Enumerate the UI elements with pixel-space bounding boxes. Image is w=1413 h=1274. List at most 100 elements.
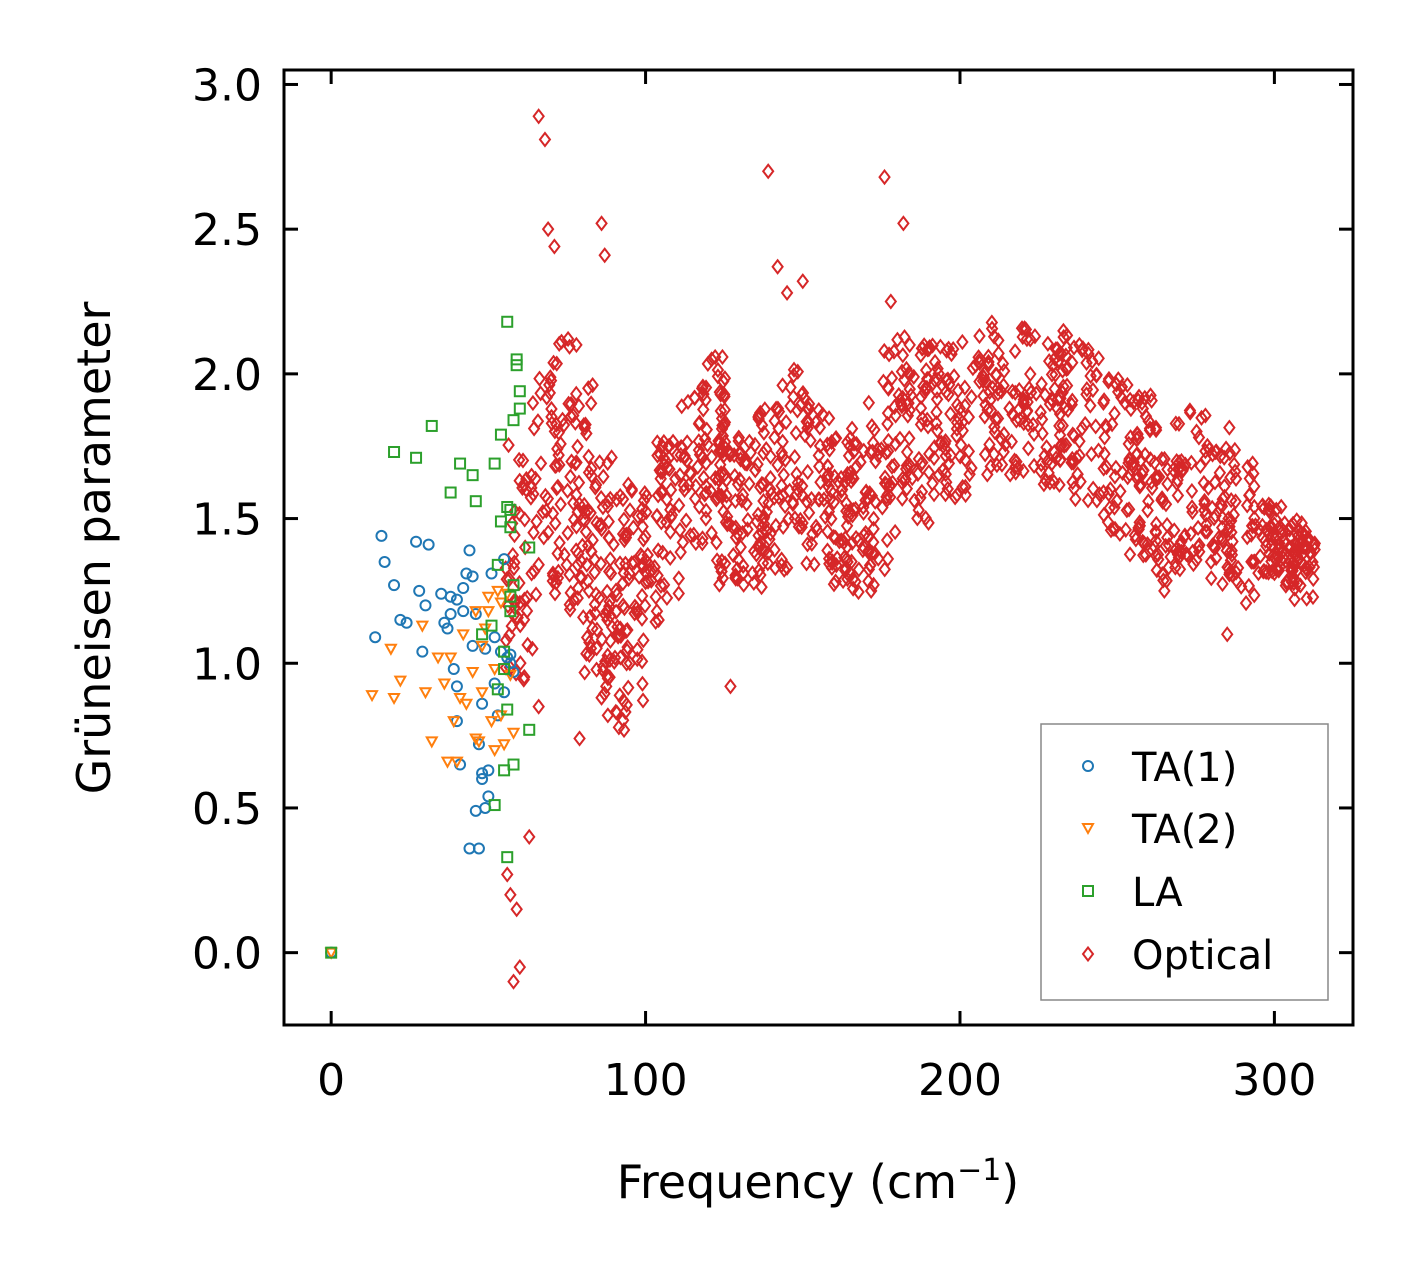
optical-band-point bbox=[782, 510, 795, 527]
optical-band-point bbox=[896, 389, 909, 407]
optical-band-point bbox=[696, 449, 709, 466]
optical-band-point bbox=[1222, 510, 1235, 527]
optical-band-point bbox=[950, 427, 963, 444]
optical-band-point bbox=[562, 395, 575, 412]
optical-point bbox=[695, 380, 709, 397]
optical-band-point bbox=[795, 519, 808, 536]
optical-band-point bbox=[1217, 449, 1231, 466]
optical-band-point bbox=[1034, 404, 1047, 421]
la-point bbox=[507, 579, 520, 592]
optical-band-point bbox=[996, 355, 1010, 372]
optical-point bbox=[507, 973, 520, 990]
optical-band-point bbox=[512, 451, 526, 469]
la-point bbox=[501, 703, 514, 716]
optical-band-point bbox=[813, 419, 827, 436]
optical-band-point bbox=[1027, 425, 1041, 443]
optical-point bbox=[991, 380, 1004, 397]
optical-band-point bbox=[1252, 565, 1265, 582]
optical-band-point bbox=[792, 518, 806, 535]
optical-band-point bbox=[693, 414, 706, 431]
optical-band-point bbox=[903, 381, 916, 398]
optical-band-point bbox=[814, 474, 827, 491]
ta1-point bbox=[444, 608, 457, 621]
optical-band-point bbox=[655, 485, 669, 502]
optical-band-point bbox=[1306, 553, 1319, 571]
optical-band-point bbox=[982, 353, 995, 371]
optical-band-point bbox=[1246, 455, 1259, 472]
optical-band-point bbox=[1197, 474, 1211, 492]
ta2-point bbox=[481, 591, 496, 604]
optical-band-point bbox=[821, 523, 834, 540]
optical-band-point bbox=[768, 412, 781, 430]
optical-band-point bbox=[595, 520, 608, 538]
optical-band-point bbox=[1158, 450, 1171, 468]
ta1-point bbox=[450, 593, 463, 606]
optical-band-point bbox=[617, 721, 631, 739]
optical-band-point bbox=[652, 611, 665, 629]
optical-band-point bbox=[627, 554, 641, 571]
optical-band-point bbox=[1200, 523, 1214, 540]
optical-band-point bbox=[508, 554, 521, 571]
optical-band-point bbox=[879, 444, 893, 461]
optical-band-point bbox=[663, 437, 676, 454]
ta2-point bbox=[469, 606, 483, 619]
optical-band-point bbox=[610, 586, 624, 603]
optical-band-point bbox=[594, 489, 608, 507]
optical-band-point bbox=[656, 544, 669, 561]
la-point bbox=[425, 419, 438, 432]
optical-band-point bbox=[681, 393, 695, 411]
optical-band-point bbox=[827, 493, 841, 511]
optical-band-point bbox=[1115, 378, 1129, 396]
optical-band-point bbox=[1124, 429, 1137, 446]
optical-band-point bbox=[1109, 459, 1123, 476]
optical-band-point bbox=[550, 416, 563, 433]
optical-point bbox=[802, 504, 816, 521]
optical-band-point bbox=[1053, 438, 1067, 456]
ta1-point bbox=[394, 613, 407, 626]
optical-band-point bbox=[1078, 415, 1092, 433]
optical-point bbox=[761, 163, 775, 180]
optical-band-point bbox=[899, 460, 913, 478]
la-point bbox=[498, 645, 511, 658]
optical-band-point bbox=[597, 468, 610, 485]
optical-band-point bbox=[718, 433, 732, 451]
optical-band-point bbox=[746, 565, 759, 582]
optical-band-point bbox=[900, 457, 914, 474]
optical-band-point bbox=[825, 433, 838, 451]
optical-point bbox=[843, 438, 857, 455]
optical-point bbox=[541, 221, 555, 238]
optical-band-point bbox=[789, 424, 803, 442]
optical-band-point bbox=[796, 487, 809, 505]
ta1-point bbox=[410, 535, 423, 548]
optical-band-point bbox=[1247, 465, 1260, 482]
optical-band-point bbox=[1306, 588, 1320, 606]
optical-band-point bbox=[1005, 433, 1018, 450]
optical-band-point bbox=[923, 445, 936, 463]
optical-band-point bbox=[1075, 420, 1089, 437]
optical-band-point bbox=[942, 340, 955, 357]
optical-band-point bbox=[788, 448, 802, 466]
optical-band-point bbox=[1017, 396, 1031, 413]
optical-band-point bbox=[1122, 501, 1136, 518]
optical-band-point bbox=[718, 466, 731, 483]
optical-band-point bbox=[715, 420, 729, 437]
optical-band-point bbox=[550, 355, 564, 372]
optical-band-point bbox=[649, 613, 662, 631]
optical-band-point bbox=[1084, 397, 1097, 414]
optical-point bbox=[705, 351, 718, 368]
optical-band-point bbox=[550, 480, 563, 497]
ta2-point bbox=[431, 652, 445, 665]
optical-band-point bbox=[616, 491, 630, 508]
optical-band-point bbox=[715, 553, 729, 570]
optical-band-point bbox=[507, 593, 521, 610]
optical-band-point bbox=[841, 508, 855, 525]
optical-band-point bbox=[1053, 417, 1066, 434]
optical-band-point bbox=[882, 346, 896, 363]
optical-band-point bbox=[1130, 446, 1143, 464]
optical-band-point bbox=[604, 490, 617, 507]
y-tick-label: 2.5 bbox=[192, 205, 262, 256]
optical-point bbox=[500, 866, 514, 883]
optical-band-point bbox=[513, 472, 526, 489]
optical-band-point bbox=[806, 525, 819, 543]
optical-band-point bbox=[1043, 395, 1057, 413]
